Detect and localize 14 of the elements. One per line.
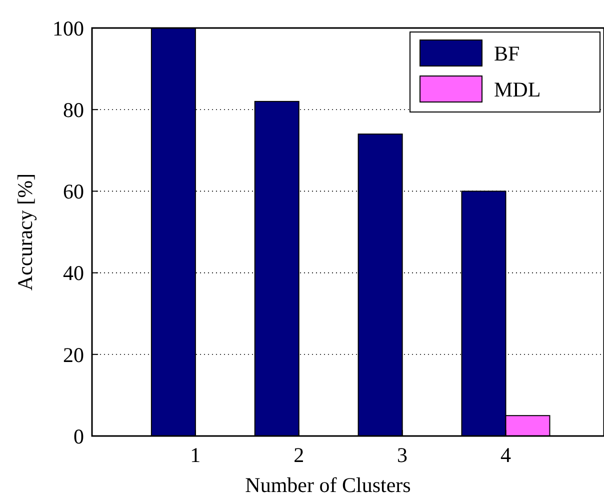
y-tick-label: 0 <box>74 424 84 448</box>
y-tick-label: 80 <box>63 98 84 122</box>
y-tick-label: 60 <box>63 180 84 204</box>
x-axis-title: Number of Clusters <box>245 473 411 497</box>
y-tick-label: 100 <box>52 16 84 40</box>
legend-label: BF <box>494 41 520 66</box>
x-tick-label: 1 <box>190 443 201 467</box>
x-tick-label: 2 <box>294 443 304 467</box>
y-tick-label: 40 <box>63 261 84 286</box>
legend-label: MDL <box>494 77 541 102</box>
x-tick-label: 3 <box>397 443 408 467</box>
y-tick-label: 20 <box>63 342 84 367</box>
y-axis-title: Accuracy [%] <box>13 173 37 291</box>
x-tick-label: 4 <box>500 443 512 467</box>
